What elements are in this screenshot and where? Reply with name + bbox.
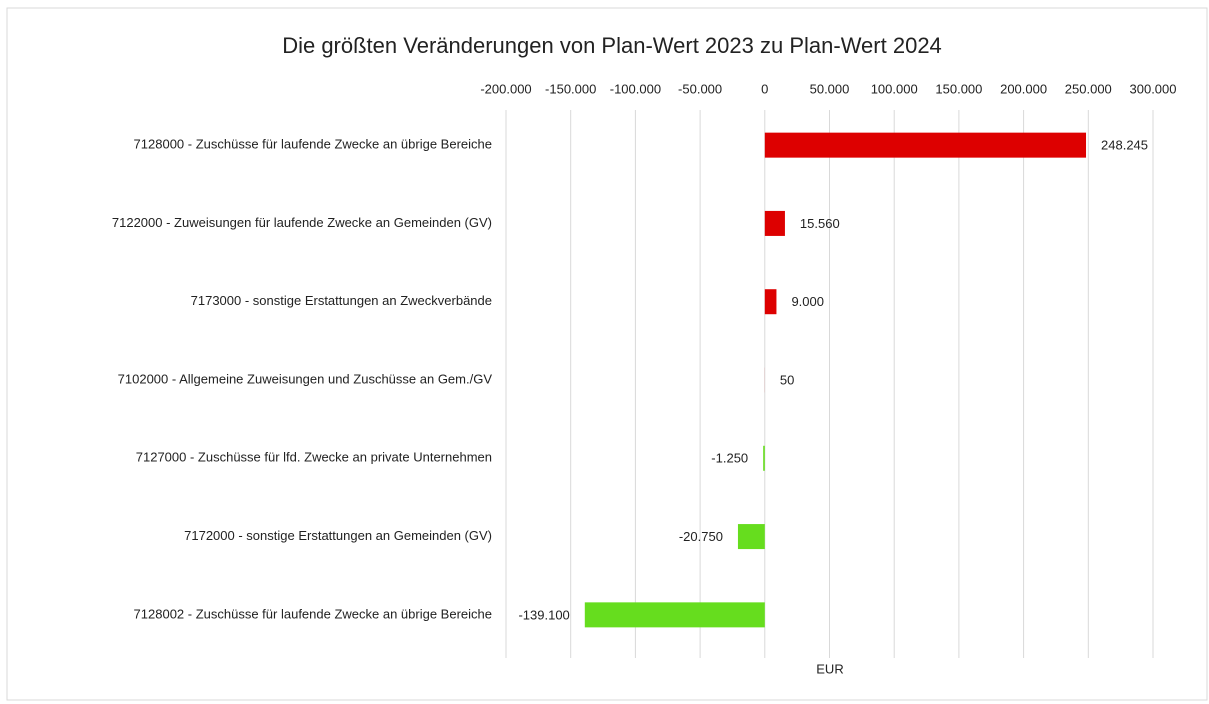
value-label: -20.750 [679,529,723,544]
x-tick-label: 300.000 [1130,81,1177,96]
bar [763,445,765,471]
value-label: -1.250 [711,451,748,466]
bar [584,602,765,628]
bar [764,132,1087,158]
y-tick-label: 7128002 - Zuschüsse für laufende Zwecke … [134,606,492,621]
y-tick-label: 7102000 - Allgemeine Zuweisungen und Zus… [118,371,493,386]
x-tick-label: -200.000 [480,81,531,96]
value-label: 50 [780,372,794,387]
value-label: -139.100 [518,607,569,622]
x-tick-label: -150.000 [545,81,596,96]
x-tick-label: -50.000 [678,81,722,96]
y-tick-label: 7172000 - sonstige Erstattungen an Gemei… [184,528,492,543]
x-tick-label: 250.000 [1065,81,1112,96]
x-tick-label: 150.000 [935,81,982,96]
value-label: 15.560 [800,216,840,231]
value-label: 9.000 [791,294,824,309]
chart-title: Die größten Veränderungen von Plan-Wert … [282,33,942,58]
bar [764,210,785,236]
bar [764,289,777,315]
x-tick-label: 100.000 [871,81,918,96]
value-label: 248.245 [1101,138,1148,153]
x-axis-label: EUR [816,661,843,676]
bar [737,524,765,550]
y-tick-label: 7127000 - Zuschüsse für lfd. Zwecke an p… [136,450,492,465]
chart-border [6,7,1208,701]
x-tick-label: 50.000 [810,81,850,96]
y-tick-label: 7173000 - sonstige Erstattungen an Zweck… [191,293,492,308]
x-tick-label: 0 [761,81,768,96]
y-tick-label: 7128000 - Zuschüsse für laufende Zwecke … [134,137,492,152]
x-tick-label: 200.000 [1000,81,1047,96]
x-tick-label: -100.000 [610,81,661,96]
y-tick-label: 7122000 - Zuweisungen für laufende Zweck… [112,215,492,230]
